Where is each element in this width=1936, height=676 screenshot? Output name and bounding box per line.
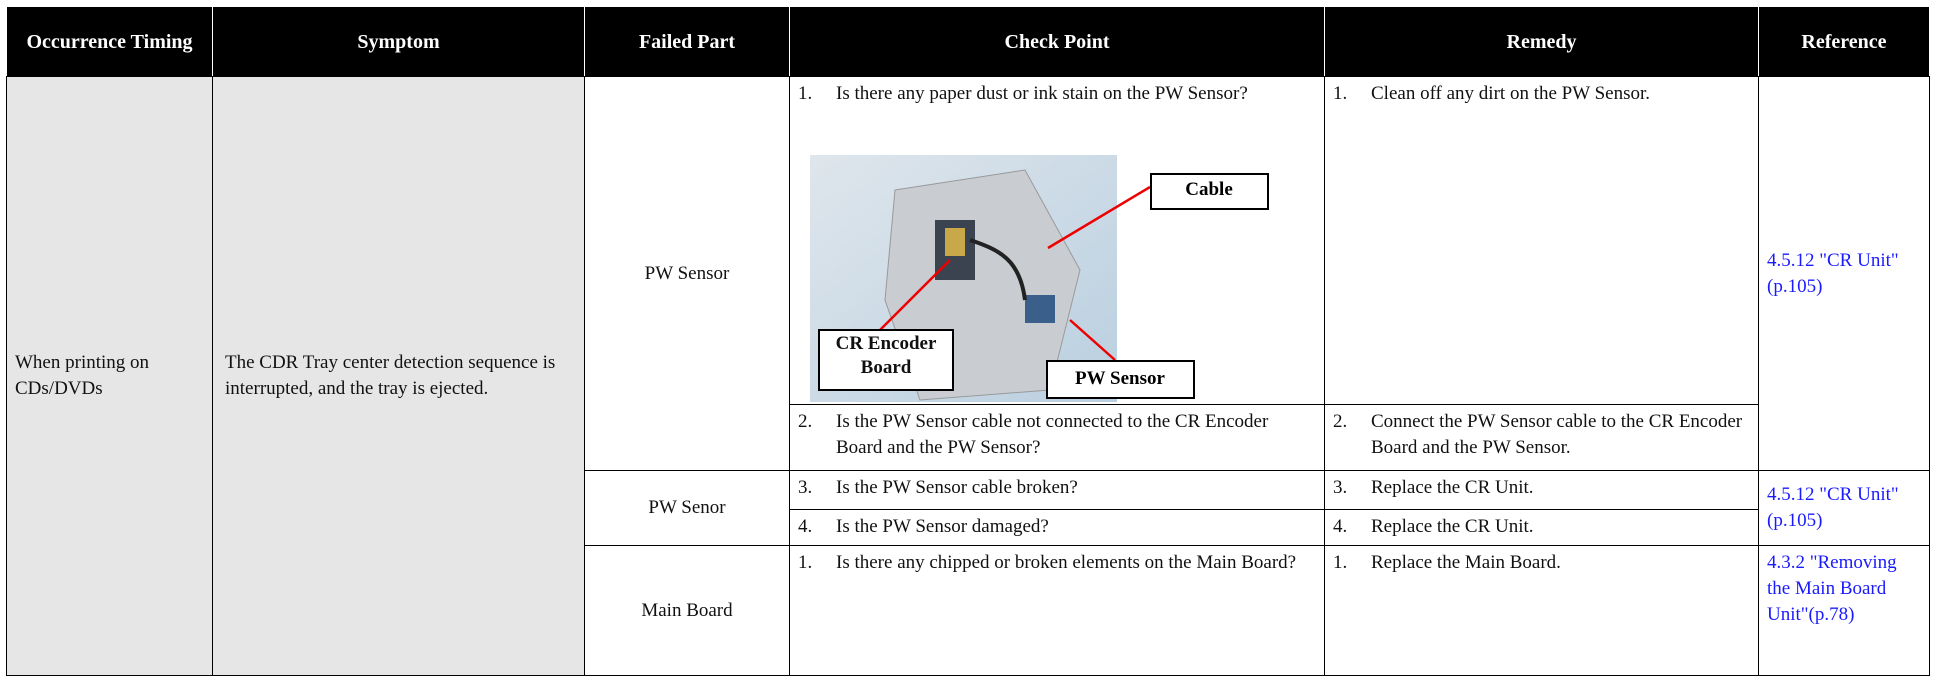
label-box [1150, 173, 1269, 210]
figure-label: PW Sensor [1075, 368, 1165, 389]
label-box [1046, 360, 1195, 399]
check-text: Is the PW Sensor cable broken? [836, 477, 1078, 498]
remedy-cell: 1. Replace the Main Board. [1324, 545, 1759, 676]
header-cell: Occurrence Timing [6, 6, 213, 77]
check-text: Is there any chipped or broken elements … [836, 552, 1297, 573]
header-cell: Failed Part [584, 6, 790, 77]
remedy-text: Connect the PW Sensor cable to the CR En… [1371, 411, 1743, 458]
figure-label: Cable [1185, 179, 1233, 200]
check-cell: 2. Is the PW Sensor cable not connected t… [789, 404, 1325, 471]
item-number: 3. [1333, 477, 1348, 498]
check-cell: 3. Is the PW Sensor cable broken? [789, 470, 1325, 510]
item-number: 4. [798, 516, 813, 537]
check-text: Is there any paper dust or ink stain on … [836, 83, 1248, 104]
label-box [818, 329, 954, 391]
check-cell: 1. Is there any chipped or broken element… [789, 545, 1325, 676]
arrow [879, 259, 951, 331]
part-cell: Main Board [584, 545, 790, 676]
header-cell: Symptom [212, 6, 585, 77]
arrow [1069, 319, 1116, 361]
header-cell: Remedy [1324, 6, 1759, 77]
header-cell: Check Point [789, 6, 1325, 77]
label-wrap: CR Encoder Board [835, 333, 937, 378]
item-number: 4. [1333, 516, 1348, 537]
reference-cell: 4.5.12 "CR Unit"(p.105) [1758, 76, 1930, 471]
item-number: 1. [798, 552, 813, 573]
remedy-text: Replace the CR Unit. [1371, 516, 1534, 537]
remedy-text: Replace the Main Board. [1371, 552, 1561, 573]
photo-part [1025, 295, 1055, 323]
reference-link[interactable]: 4.5.12 "CR Unit"(p.105) [1767, 249, 1899, 297]
failed-part: Main Board [641, 599, 733, 621]
remedy-cell: 2. Connect the PW Sensor cable to the CR … [1324, 404, 1759, 471]
failed-part: PW Sensor [644, 262, 730, 284]
part-cell: PW Sensor [584, 76, 790, 471]
remedy-cell: 4. Replace the CR Unit. [1324, 509, 1759, 546]
item-number: 1. [1333, 552, 1348, 573]
symptom-cell: The CDR Tray center detection sequence i… [212, 76, 585, 676]
header-cell: Reference [1758, 6, 1930, 77]
part-cell: PW Senor [584, 470, 790, 546]
sensor-figure: Cable CR Encoder Board PW Sensor [810, 155, 1269, 402]
check-cell: 4. Is the PW Sensor damaged? [789, 509, 1325, 546]
remedy-text: Clean off any dirt on the PW Sensor. [1371, 83, 1650, 104]
symptom: The CDR Tray center detection sequence i… [225, 352, 556, 399]
item-number: 2. [1333, 411, 1348, 432]
figure-label: CR Encoder Board [835, 333, 937, 378]
remedy-text: Replace the CR Unit. [1371, 477, 1534, 498]
item-number: 2. [798, 411, 813, 432]
timing-cell: When printing on CDs/DVDs [6, 76, 213, 676]
reference-link[interactable]: 4.5.12 "CR Unit"(p.105) [1767, 484, 1899, 531]
reference-cell: 4.5.12 "CR Unit"(p.105) [1758, 470, 1930, 546]
reference-cell: 4.3.2 "Removing the Main Board Unit"(p.7… [1758, 545, 1930, 676]
remedy-cell: 3. Replace the CR Unit. [1324, 470, 1759, 510]
photo-part [945, 228, 965, 256]
photo-cable [969, 238, 1027, 301]
failed-part: PW Senor [648, 497, 726, 518]
remedy-cell: 1. Clean off any dirt on the PW Sensor. [1324, 76, 1759, 405]
item-number: 1. [1333, 83, 1348, 104]
check-text: Is the PW Sensor damaged? [836, 516, 1049, 537]
item-number: 3. [798, 477, 813, 498]
timing: When printing on CDs/DVDs [15, 352, 150, 399]
arrow [1047, 185, 1151, 250]
reference-link[interactable]: 4.3.2 "Removing the Main Board Unit"(p.7… [1767, 552, 1897, 625]
item-number: 1. [798, 83, 813, 104]
check-text: Is the PW Sensor cable not connected to … [836, 411, 1269, 458]
